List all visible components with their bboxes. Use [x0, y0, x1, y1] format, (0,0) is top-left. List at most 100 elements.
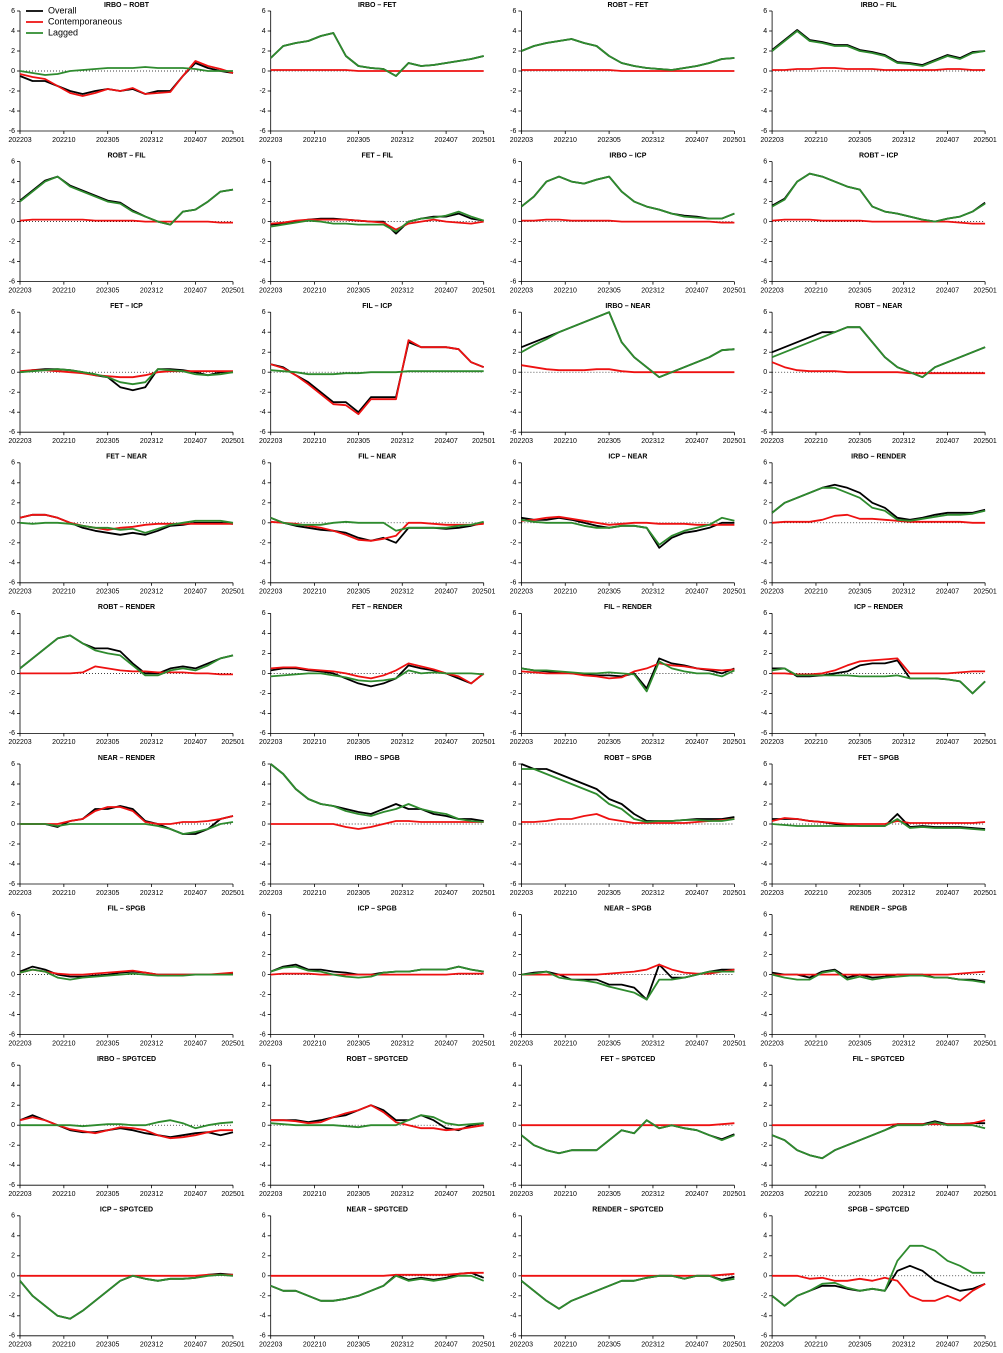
x-tick-label: 202305: [96, 890, 119, 897]
x-tick-label: 202312: [641, 1040, 664, 1047]
x-tick-label: 202501: [472, 1342, 495, 1349]
series-line: [521, 963, 735, 1001]
x-tick-label: 202501: [723, 589, 746, 596]
panel: IRBO – FET -6 -4 -2 0 2 4 6 202203 202210 202305 20…: [259, 2, 495, 144]
series-line: [771, 1121, 986, 1160]
y-tick-label: 0: [512, 520, 516, 527]
x-tick-label: 202312: [892, 1191, 915, 1198]
y-tick-label: 4: [763, 1082, 767, 1089]
x-tick-label: 202305: [597, 1040, 620, 1047]
series-line: [771, 1244, 986, 1307]
x-tick-label: 202305: [597, 890, 620, 897]
x-tick-label: 202312: [641, 589, 664, 596]
x-tick-label: 202312: [641, 137, 664, 144]
panel: RENDER – SPGTCED -6 -4 -2 0 2 4 6 202203 202210 20…: [510, 1207, 746, 1349]
x-tick-label: 202203: [510, 1342, 533, 1349]
y-tick-label: -4: [761, 861, 767, 868]
panel-title: IRBO – SPGTCED: [97, 1056, 156, 1063]
y-tick-label: 2: [512, 801, 516, 808]
panel-title: NEAR – RENDER: [98, 755, 155, 762]
series-line: [521, 218, 735, 224]
x-tick-label: 202203: [8, 739, 31, 746]
series-line: [20, 665, 233, 676]
x-tick-label: 202210: [554, 589, 577, 596]
y-tick-label: -6: [259, 128, 265, 135]
x-tick-label: 202305: [347, 1191, 370, 1198]
y-tick-label: 2: [262, 801, 266, 808]
y-tick-label: 0: [262, 1122, 266, 1129]
y-tick-label: 4: [262, 480, 266, 487]
y-tick-label: -4: [510, 861, 516, 868]
panel-title: FET – SPGTCED: [600, 1056, 655, 1063]
x-tick-label: 202203: [8, 438, 31, 445]
y-tick-label: -6: [9, 1333, 15, 1340]
y-tick-label: -2: [9, 841, 15, 848]
y-tick-label: 0: [512, 1122, 516, 1129]
x-tick-label: 202312: [892, 137, 915, 144]
x-tick-label: 202407: [936, 1191, 959, 1198]
series-line: [19, 60, 234, 97]
y-tick-label: 6: [262, 8, 266, 15]
panel-title: NEAR – SPGTCED: [346, 1207, 407, 1214]
y-tick-label: -6: [510, 881, 516, 888]
x-tick-label: 202210: [303, 137, 326, 144]
x-tick-label: 202501: [221, 1191, 244, 1198]
panel-title: FIL – SPGTCED: [853, 1056, 905, 1063]
y-tick-label: -6: [510, 1333, 516, 1340]
y-tick-label: 6: [262, 911, 266, 918]
x-tick-label: 202312: [391, 137, 414, 144]
x-tick-label: 202305: [597, 1342, 620, 1349]
x-tick-label: 202210: [303, 287, 326, 294]
x-tick-label: 202501: [723, 890, 746, 897]
y-tick-label: -2: [259, 991, 265, 998]
x-tick-label: 202312: [140, 739, 163, 746]
panel: FET – RENDER -6 -4 -2 0 2 4 6 202203 202210 202305…: [259, 604, 495, 746]
y-tick-label: 6: [262, 610, 266, 617]
y-tick-label: 4: [512, 1233, 516, 1240]
x-tick-label: 202312: [140, 1040, 163, 1047]
x-tick-label: 202312: [140, 589, 163, 596]
x-tick-label: 202312: [892, 1040, 915, 1047]
y-tick-label: -4: [259, 108, 265, 115]
y-tick-label: -4: [761, 1313, 767, 1320]
x-tick-label: 202203: [259, 1040, 282, 1047]
y-tick-label: -2: [259, 841, 265, 848]
x-tick-label: 202203: [760, 1040, 783, 1047]
y-tick-label: 4: [11, 329, 15, 336]
panel: FET – ICP -6 -4 -2 0 2 4 6 202203 202210 202305 202…: [8, 303, 244, 445]
y-tick-label: 4: [512, 178, 516, 185]
x-tick-label: 202210: [303, 438, 326, 445]
x-tick-label: 202305: [597, 137, 620, 144]
y-tick-label: -6: [761, 881, 767, 888]
x-tick-label: 202501: [973, 438, 996, 445]
y-tick-label: 4: [11, 480, 15, 487]
y-tick-label: 6: [512, 158, 516, 165]
y-tick-label: -4: [761, 560, 767, 567]
y-tick-label: 6: [512, 460, 516, 467]
x-tick-label: 202501: [472, 890, 495, 897]
x-tick-label: 202407: [184, 438, 207, 445]
x-tick-label: 202312: [140, 1342, 163, 1349]
panel: ICP – NEAR -6 -4 -2 0 2 4 6 202203 202210 202305 20…: [510, 454, 746, 596]
y-tick-label: 0: [262, 821, 266, 828]
panel-title: ICP – RENDER: [854, 604, 903, 611]
panel: FET – FIL -6 -4 -2 0 2 4 6 202203 202210 202305 202…: [259, 152, 495, 294]
x-tick-label: 202203: [510, 287, 533, 294]
series-line: [270, 210, 484, 233]
series-line: [771, 969, 986, 984]
x-tick-label: 202210: [303, 739, 326, 746]
x-tick-label: 202501: [472, 739, 495, 746]
x-tick-label: 202407: [434, 287, 457, 294]
x-tick-label: 202305: [96, 438, 119, 445]
series-line: [772, 218, 986, 225]
y-tick-label: 0: [11, 520, 15, 527]
y-tick-label: 4: [763, 480, 767, 487]
series-line: [772, 818, 986, 831]
y-tick-label: 0: [11, 670, 15, 677]
y-tick-label: 0: [763, 670, 767, 677]
y-tick-label: -2: [259, 88, 265, 95]
y-tick-label: -6: [259, 580, 265, 587]
x-tick-label: 202203: [259, 890, 282, 897]
y-tick-label: 0: [11, 1273, 15, 1280]
